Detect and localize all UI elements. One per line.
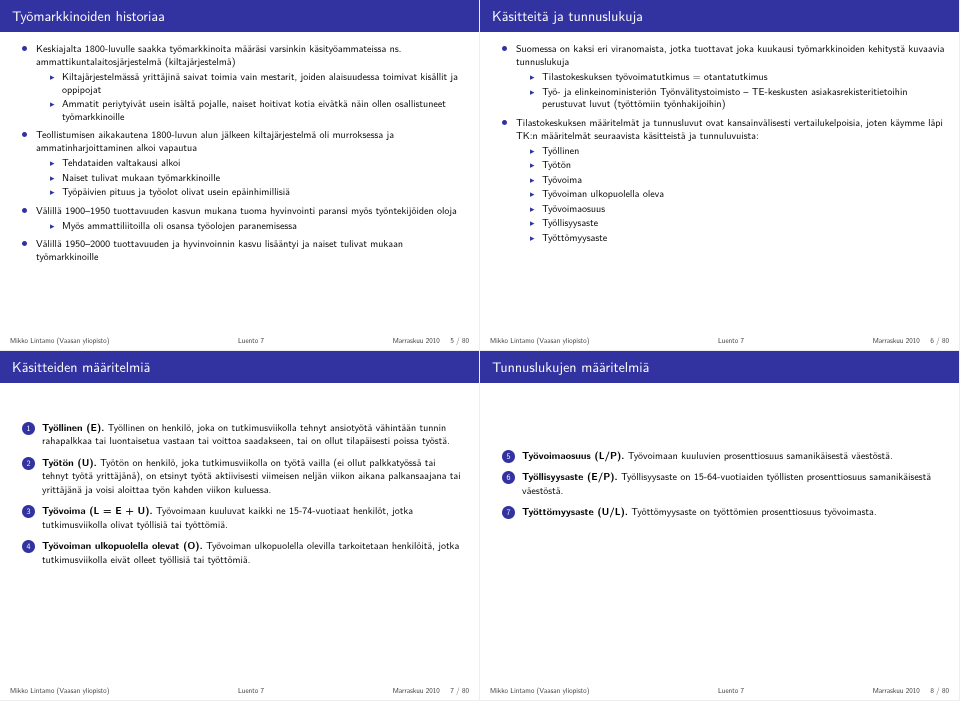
subbullet: Työllisyysaste xyxy=(532,217,945,230)
subbullet: Työttömyysaste xyxy=(532,232,945,245)
slide-4: Tunnuslukujen määritelmiä 5 Työvoimaosuus… xyxy=(480,351,960,701)
bullet: Välillä 1950–2000 tuottavuuden ja hyvinv… xyxy=(26,237,465,263)
footer-author: Mikko Lintamo (Vaasan yliopisto) xyxy=(10,686,109,696)
definition: Työttömyysaste on työttömien prosenttios… xyxy=(631,504,876,519)
bullet: Välillä 1900–1950 tuottavuuden kasvun mu… xyxy=(26,204,465,233)
slide-title: Tunnuslukujen määritelmiä xyxy=(480,351,959,383)
list-item: 2Työtön (U). Työtön on henkilö, joka tut… xyxy=(28,456,465,497)
subbullet: Ammatit periytyivät usein isältä pojalle… xyxy=(52,98,465,123)
slide-content: Keskiajalta 1800-luvulle saakka työmarkk… xyxy=(0,32,479,334)
subbullet: Työtön xyxy=(532,159,945,172)
slide-title: Työmarkkinoiden historiaa xyxy=(0,0,479,32)
term: Työvoima (L = E + U). xyxy=(42,503,153,517)
definition: Työllinen on henkilö, joka on tutkimusvi… xyxy=(42,420,450,449)
footer-page: 7 / 80 xyxy=(450,686,469,696)
term: Työtön (U). xyxy=(42,455,97,469)
subbullet: Työllinen xyxy=(532,145,945,158)
item-number: 4 xyxy=(22,540,35,553)
slide-content: 1 Työllinen (E). Työllinen on henkilö, jo… xyxy=(0,383,479,685)
bullet: Suomessa on kaksi eri viranomaista, jotk… xyxy=(506,42,945,111)
bullet: Teollistumisen aikakautena 1800-luvun al… xyxy=(26,128,465,199)
bullet-text: Teollistumisen aikakautena 1800-luvun al… xyxy=(36,127,394,155)
slide-1: Työmarkkinoiden historiaa Keskiajalta 18… xyxy=(0,0,480,351)
list-item: 1Työllinen (E). Työllinen on henkilö, jo… xyxy=(28,421,465,448)
footer-lecture: Luento 7 xyxy=(718,686,744,696)
footer-lecture: Luento 7 xyxy=(238,336,264,346)
item-number: 2 xyxy=(22,457,35,470)
subbullet: Tehdataiden valtakausi alkoi xyxy=(52,157,465,170)
bullet-text: Välillä 1900–1950 tuottavuuden kasvun mu… xyxy=(36,203,457,218)
bullet-text: Suomessa on kaksi eri viranomaista, jotk… xyxy=(516,41,944,69)
item-number: 6 xyxy=(502,471,515,484)
footer-date: Marraskuu 2010 xyxy=(393,336,440,346)
slide-footer: Mikko Lintamo (Vaasan yliopisto) Luento … xyxy=(0,334,479,350)
slide-footer: Mikko Lintamo (Vaasan yliopisto) Luento … xyxy=(0,684,479,700)
footer-page: 8 / 80 xyxy=(930,686,949,696)
item-number: 3 xyxy=(22,505,35,518)
subbullet: Kiltajärjestelmässä yrittäjinä saivat to… xyxy=(52,71,465,96)
list-item: 3Työvoima (L = E + U). Työvoimaan kuuluv… xyxy=(28,504,465,531)
list-item: 7Työttömyysaste (U/L). Työttömyysaste on… xyxy=(508,505,945,519)
footer-author: Mikko Lintamo (Vaasan yliopisto) xyxy=(490,686,589,696)
bullet: Tilastokeskuksen määritelmät ja tunnuslu… xyxy=(506,116,945,245)
bullet: Keskiajalta 1800-luvulle saakka työmarkk… xyxy=(26,42,465,123)
list-item: 4Työvoiman ulkopuolella olevat (O). Työv… xyxy=(28,539,465,566)
term: Työvoimaosuus (L/P). xyxy=(522,448,624,462)
slide-2: Käsitteitä ja tunnuslukuja Suomessa on k… xyxy=(480,0,960,351)
footer-date: Marraskuu 2010 xyxy=(873,686,920,696)
item-number: 1 xyxy=(22,422,35,435)
term: Työllinen (E). xyxy=(42,420,104,434)
slide-footer: Mikko Lintamo (Vaasan yliopisto) Luento … xyxy=(480,684,959,700)
footer-page: 6 / 80 xyxy=(930,336,949,346)
item-number: 5 xyxy=(502,450,515,463)
subbullet: Myös ammattiliitoilla oli osansa työoloj… xyxy=(52,220,465,233)
footer-author: Mikko Lintamo (Vaasan yliopisto) xyxy=(490,336,589,346)
subbullet: Työpäivien pituus ja työolot olivat usei… xyxy=(52,186,465,199)
slide-content: 5 Työvoimaosuus (L/P). Työvoimaan kuuluvi… xyxy=(480,383,959,685)
subbullet: Naiset tulivat mukaan työmarkkinoille xyxy=(52,172,465,185)
definition: Työtön on henkilö, joka tutkimusviikolla… xyxy=(42,455,461,497)
subbullet: Työvoima xyxy=(532,174,945,187)
definition: Työvoimaan kuuluvien prosenttiosuus sama… xyxy=(628,448,893,463)
footer-date: Marraskuu 2010 xyxy=(393,686,440,696)
slide-content: Suomessa on kaksi eri viranomaista, jotk… xyxy=(480,32,959,334)
subbullet: Tilastokeskuksen työvoimatutkimus = otan… xyxy=(532,71,945,84)
bullet-text: Keskiajalta 1800-luvulle saakka työmarkk… xyxy=(36,41,401,69)
footer-lecture: Luento 7 xyxy=(238,686,264,696)
slide-title: Käsitteitä ja tunnuslukuja xyxy=(480,0,959,32)
term: Työvoiman ulkopuolella olevat (O). xyxy=(42,538,203,552)
footer-author: Mikko Lintamo (Vaasan yliopisto) xyxy=(10,336,109,346)
footer-page: 5 / 80 xyxy=(450,336,469,346)
item-number: 7 xyxy=(502,506,515,519)
subbullet: Työvoimaosuus xyxy=(532,203,945,216)
bullet-text: Välillä 1950–2000 tuottavuuden ja hyvinv… xyxy=(36,236,403,264)
term: Työllisyysaste (E/P). xyxy=(522,469,618,483)
list-item: 5Työvoimaosuus (L/P). Työvoimaan kuuluvi… xyxy=(508,449,945,463)
slide-footer: Mikko Lintamo (Vaasan yliopisto) Luento … xyxy=(480,334,959,350)
slide-3: Käsitteiden määritelmiä 1Työllinen (E). … xyxy=(0,351,480,701)
footer-date: Marraskuu 2010 xyxy=(873,336,920,346)
term: Työttömyysaste (U/L). xyxy=(522,504,628,518)
slide-title: Käsitteiden määritelmiä xyxy=(0,351,479,383)
bullet-text: Tilastokeskuksen määritelmät ja tunnuslu… xyxy=(516,115,943,143)
footer-lecture: Luento 7 xyxy=(718,336,744,346)
list-item: 6Työllisyysaste (E/P). Työllisyysaste on… xyxy=(508,470,945,497)
subbullet: Työvoiman ulkopuolella oleva xyxy=(532,188,945,201)
subbullet: Työ- ja elinkeinoministeriön Työnvälitys… xyxy=(532,86,945,111)
